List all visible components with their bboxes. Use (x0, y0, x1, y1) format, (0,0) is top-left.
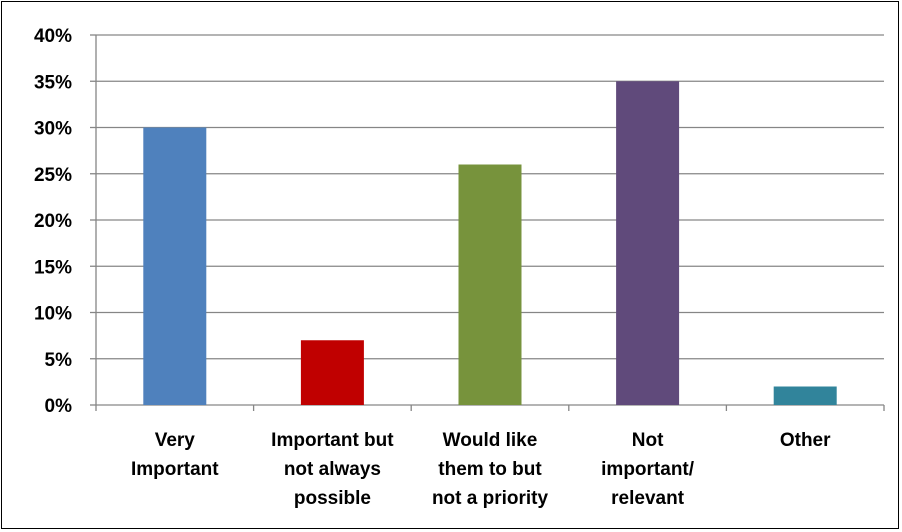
y-tick-label: 0% (45, 396, 73, 417)
x-category-label-line: important/ (601, 459, 695, 480)
bar (458, 164, 522, 405)
x-category-label-line: relevant (611, 488, 685, 509)
y-tick-label: 15% (34, 257, 72, 278)
x-category-label-line: not always (284, 459, 381, 480)
x-category-label-line: Other (780, 430, 831, 451)
x-category-label-line: Important but (271, 430, 394, 451)
bar (143, 127, 207, 405)
bar (773, 386, 837, 405)
x-category-label-line: Important (131, 459, 219, 480)
y-tick-label: 40% (34, 26, 72, 47)
y-tick-label: 25% (34, 165, 72, 186)
x-category-label: Important but not always possible (271, 430, 394, 509)
bar (300, 340, 364, 405)
y-tick-label: 5% (45, 350, 73, 371)
x-category-label-line: Would like (443, 430, 538, 451)
x-category-label: Not important/relevant (601, 430, 695, 509)
y-tick-label: 35% (34, 72, 72, 93)
x-category-label-line: Very (155, 430, 196, 451)
x-category-label: Would like them to but not a priority (432, 430, 549, 509)
y-tick-label: 20% (34, 211, 72, 232)
x-category-label: Other (780, 430, 831, 451)
x-category-label: Very Important (131, 430, 219, 480)
y-tick-label: 30% (34, 119, 72, 140)
y-tick-label: 10% (34, 304, 72, 325)
x-category-label-line: possible (294, 488, 371, 509)
x-category-label-line: not a priority (432, 488, 549, 509)
x-category-label-line: Not (632, 430, 664, 451)
bar (616, 81, 680, 405)
x-category-label-line: them to but (438, 459, 542, 480)
